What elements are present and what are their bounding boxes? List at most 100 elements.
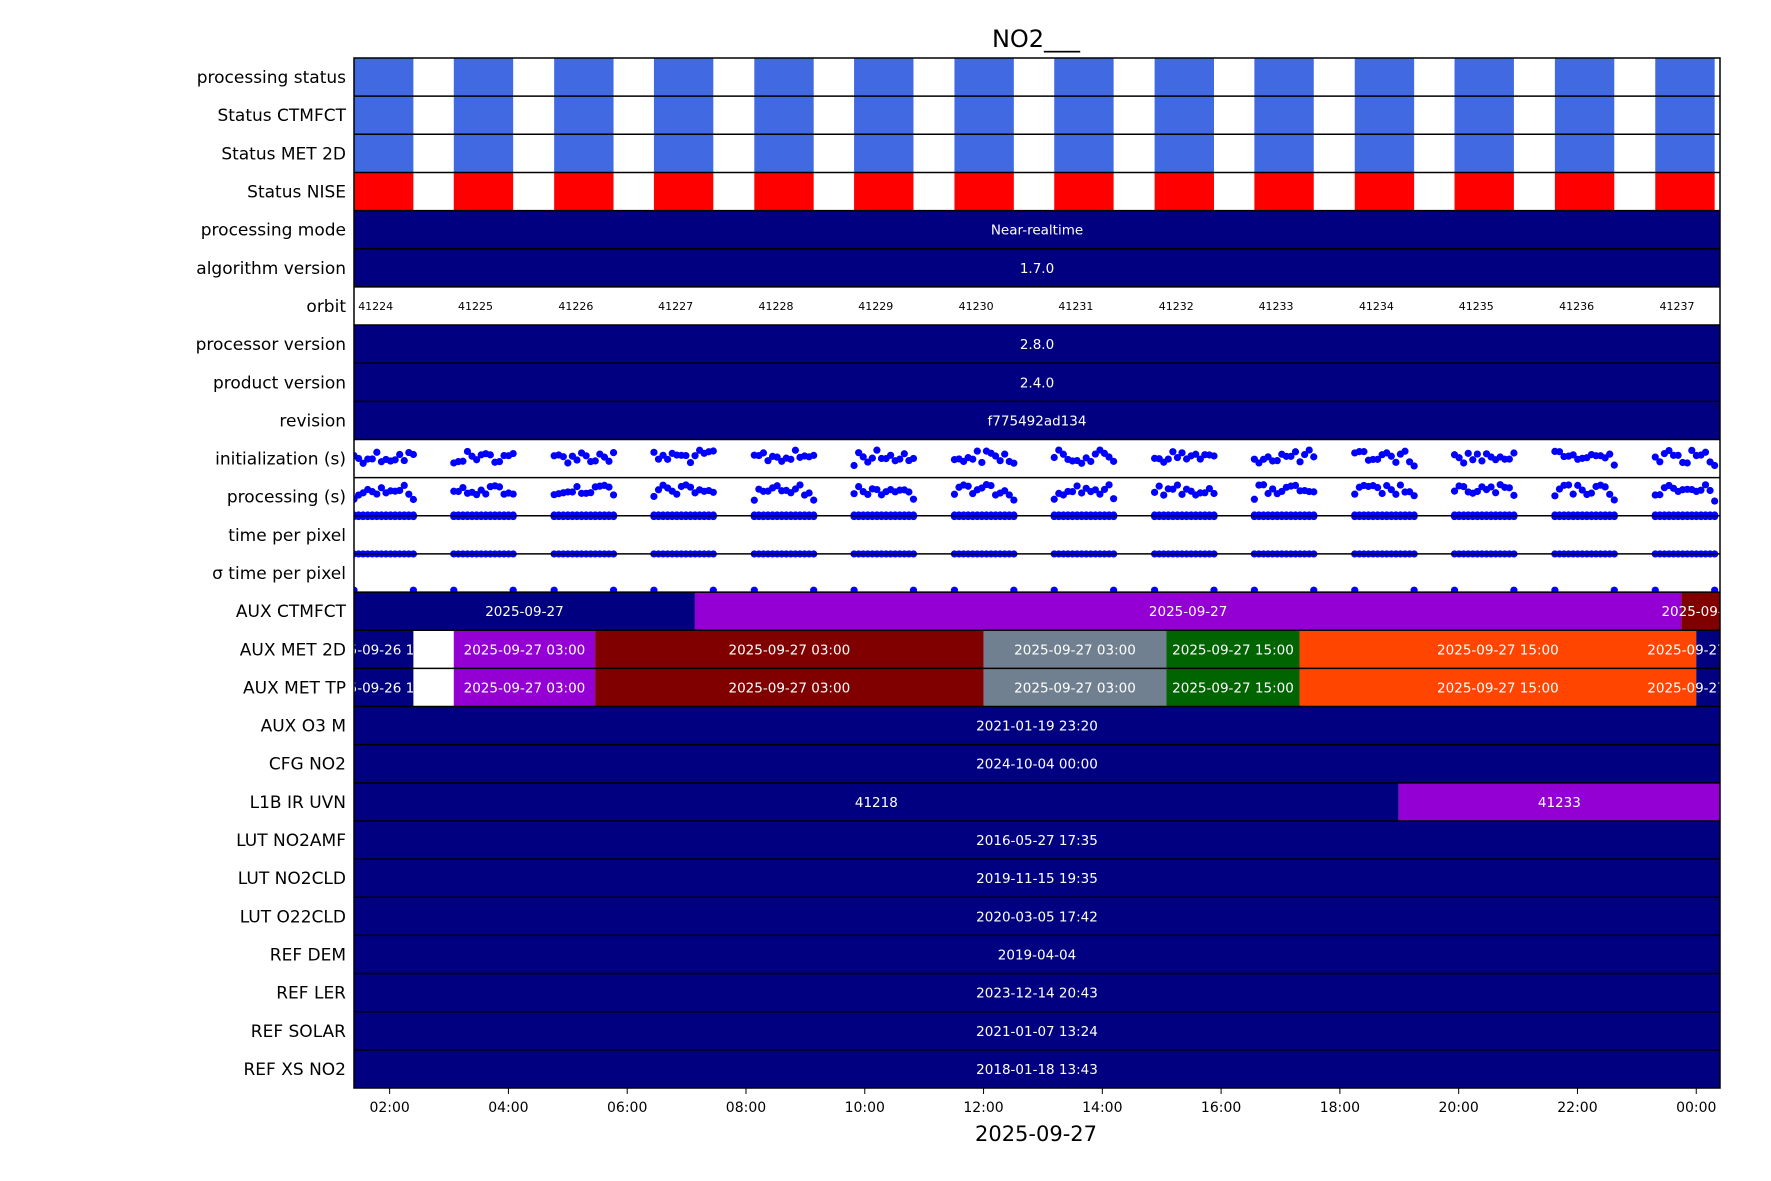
l1b-ir-uvn-segment-label: 41233 xyxy=(1538,795,1581,811)
plot-frame xyxy=(353,57,1721,1089)
initialization-s-point xyxy=(1674,451,1682,459)
initialization-s-point xyxy=(1688,446,1696,455)
aux-o3-m-segment xyxy=(354,706,1720,745)
row-label-status-ctmfct: Status CTMFCT xyxy=(217,106,346,126)
status-nise-orbit-block xyxy=(1454,172,1514,211)
processing-s-point xyxy=(1569,490,1577,498)
processing-s-point xyxy=(1487,483,1495,491)
status-nise-orbit-block xyxy=(1354,172,1415,211)
ref-ler-segment-label: 2023-12-14 20:43 xyxy=(976,986,1098,1002)
initialization-s-point xyxy=(1464,449,1472,457)
processing-s-point xyxy=(1564,481,1573,489)
aux-met-tp-segment-label: 2025-09-27 03:00 xyxy=(729,680,851,696)
revision-segment-label: f775492ad134 xyxy=(988,413,1087,429)
initialization-s-point xyxy=(1460,459,1468,467)
x-tick-label: 20:00 xyxy=(1438,1100,1478,1116)
processing-status-orbit-block xyxy=(354,58,414,97)
initialization-s-point xyxy=(1555,448,1564,456)
initialization-s-point xyxy=(1296,458,1304,466)
status-met-2d-orbit-block xyxy=(1354,134,1415,173)
aux-met-tp-segment xyxy=(983,668,1167,707)
aux-met-2d-segment xyxy=(1299,630,1697,669)
initialization-s-point xyxy=(1569,451,1577,459)
orbit-number: 41226 xyxy=(558,300,593,313)
status-ctmfct-orbit-block xyxy=(754,96,814,135)
initialization-s-point xyxy=(1078,459,1086,467)
row-label-ref-solar: REF SOLAR xyxy=(251,1022,346,1042)
initialization-s-point xyxy=(759,449,768,457)
orbit-number: 41231 xyxy=(1058,300,1093,313)
x-tick-label: 08:00 xyxy=(726,1100,766,1116)
status-nise-orbit-block xyxy=(754,172,814,211)
processing-s-point xyxy=(850,490,858,498)
row-label-ref-ler: REF LER xyxy=(276,984,346,1004)
initialization-s-point xyxy=(582,452,590,460)
aux-met-tp-segment xyxy=(1299,668,1697,707)
x-tick-label: 00:00 xyxy=(1676,1100,1716,1116)
status-ctmfct-orbit-block xyxy=(1655,96,1715,135)
initialization-s-point xyxy=(896,455,904,463)
initialization-s-point xyxy=(1059,450,1067,458)
time-per-pixel-point xyxy=(1310,512,1318,521)
initialization-s-point xyxy=(359,459,367,467)
processing-s-point xyxy=(573,483,581,491)
processing-s-point xyxy=(1068,488,1077,496)
processing-status-orbit-block xyxy=(854,58,914,97)
processing-s-point xyxy=(1091,486,1099,494)
processing-s-point xyxy=(1169,485,1177,493)
ref-dem-segment-label: 2019-04-04 xyxy=(998,947,1076,963)
orbit-number: 41235 xyxy=(1459,300,1494,313)
aux-ctmfct-segment xyxy=(1681,592,1720,631)
processing-s-point xyxy=(1100,485,1109,494)
status-ctmfct-orbit-block xyxy=(854,96,914,135)
initialization-s-point xyxy=(709,447,717,455)
initialization-s-point xyxy=(909,454,918,463)
time-per-pixel-point xyxy=(810,512,818,521)
lut-o22cld-segment xyxy=(354,897,1720,936)
initialization-s-point xyxy=(1510,449,1518,457)
processing-s-point xyxy=(964,482,972,490)
initialization-s-point xyxy=(559,453,567,461)
l1b-ir-uvn-segment xyxy=(354,782,1399,821)
status-ctmfct-orbit-block xyxy=(554,96,614,135)
initialization-s-point xyxy=(1178,449,1186,457)
orbit-number: 41228 xyxy=(758,300,793,313)
status-nise-orbit-block xyxy=(1655,172,1715,211)
initialization-s-point xyxy=(1110,457,1118,465)
time-per-pixel-point xyxy=(1410,512,1418,521)
lut-no2cld-segment xyxy=(354,859,1720,898)
status-nise-orbit-block xyxy=(354,172,414,211)
processing-s-point xyxy=(605,483,613,491)
initialization-s-point xyxy=(1210,452,1218,460)
row-dividers xyxy=(354,95,1720,1051)
processing-s-point xyxy=(1278,487,1286,496)
row-label-aux-met-2d: AUX MET 2D xyxy=(240,640,346,660)
row-label-lut-no2amf: LUT NO2AMF xyxy=(236,831,346,851)
initialization-s-point xyxy=(1273,457,1281,465)
aux-met-tp-segment-label: 2025-09-27 03:00 xyxy=(464,680,586,696)
aux-met-2d-segment xyxy=(354,630,414,669)
processing-s-point xyxy=(750,496,758,504)
initialization-s-point xyxy=(605,457,613,465)
initialization-s-point xyxy=(810,451,818,459)
aux-met-tp-segment-label: 2025-09-27 03:00 xyxy=(1014,680,1136,696)
initialization-s-point xyxy=(1469,456,1477,464)
processing-s-point xyxy=(1460,483,1468,491)
processing-s-point xyxy=(810,496,818,504)
processing-s-point xyxy=(686,483,695,491)
processing-s-point xyxy=(673,490,681,498)
initialization-s-point xyxy=(495,457,504,466)
processing-s-point xyxy=(509,490,517,498)
initialization-s-point xyxy=(978,458,986,467)
initialization-s-point xyxy=(473,456,481,464)
x-tick-label: 02:00 xyxy=(369,1100,409,1116)
processing-s-point xyxy=(1155,482,1163,490)
processing-s-point xyxy=(1396,481,1405,489)
status-ctmfct-orbit-block xyxy=(1054,96,1114,135)
orbit-number: 41232 xyxy=(1159,300,1194,313)
initialization-s-point xyxy=(686,458,695,467)
initialization-s-point xyxy=(391,456,399,464)
status-ctmfct-orbit-block xyxy=(653,96,714,135)
processing-s-point xyxy=(1450,487,1459,495)
